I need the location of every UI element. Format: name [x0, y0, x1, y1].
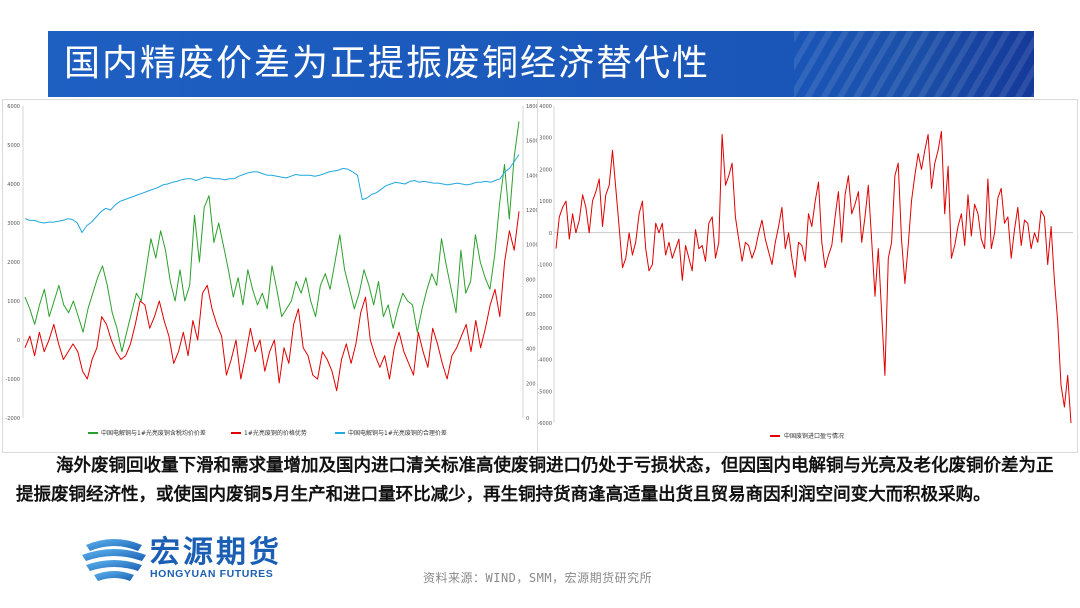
title-bar-decoration	[794, 31, 1034, 97]
y-tick-left-label: -1000	[5, 377, 20, 383]
y-tick-right-label: 200	[526, 381, 536, 387]
chart-import-profit: 4000 3000 2000 1000 0 -1000 -2000 -3000 -4000 -50…	[537, 99, 1078, 453]
y-tick-left-label: 4000	[7, 182, 20, 188]
y-tick-label: 0	[549, 231, 552, 237]
logo-name-en: HONGYUAN FUTURES	[150, 568, 274, 580]
series-line	[555, 130, 1072, 424]
y-tick-label: 4000	[539, 104, 552, 110]
series-line	[24, 154, 520, 233]
title-bar: 国内精废价差为正提振废铜经济替代性	[48, 31, 1034, 97]
y-tick-label: 3000	[539, 136, 552, 142]
y-tick-right-label: 0	[526, 416, 529, 422]
y-tick-label: -4000	[538, 358, 552, 364]
y-tick-right-label: 1200	[526, 208, 539, 214]
y-tick-label: 2000	[539, 167, 552, 173]
logo-name-cn: 宏源期货	[150, 535, 282, 570]
y-tick-right-label: 400	[526, 347, 536, 353]
y-tick-left-label: 5000	[7, 143, 20, 149]
y-tick-label: -3000	[538, 326, 552, 332]
y-tick-left-label: -2000	[5, 416, 20, 422]
series-line	[24, 211, 520, 392]
page-title: 国内精废价差为正提振废铜经济替代性	[64, 43, 711, 84]
chart-import-profit-svg: 4000 3000 2000 1000 0 -1000 -2000 -3000 -4000 -50…	[538, 104, 1073, 440]
y-tick-right-label: 1800	[526, 104, 539, 110]
series-line	[24, 121, 520, 353]
y-tick-left-label: 6000	[7, 104, 20, 110]
y-tick-right-label: 1400	[526, 173, 539, 179]
y-tick-right-label: 1600	[526, 139, 539, 145]
y-tick-label: -1000	[538, 263, 552, 269]
y-tick-label: 1000	[539, 199, 552, 205]
chart-price-spread-svg: 6000500040003000200010000-1000-200018001…	[5, 104, 539, 437]
y-tick-left-label: 3000	[7, 221, 20, 227]
company-logo: 宏源期货 HONGYUAN FUTURES	[80, 535, 310, 585]
y-tick-label: -2000	[538, 294, 552, 300]
legend-label: 中国电解铜与1#光亮废铜的合理价差	[348, 429, 447, 437]
y-tick-right-label: 800	[526, 277, 536, 283]
legend-label: 1#光亮废铜的价格优势	[244, 429, 307, 437]
legend-label: 中国电解铜与1#光亮废铜含税均价价差	[101, 429, 206, 437]
legend-label: 中国废铜进口盈亏情况	[784, 432, 844, 440]
source-note: 资料来源：WIND，SMM，宏源期货研究所	[423, 571, 653, 585]
y-tick-label: -6000	[538, 421, 552, 427]
chart-price-spread: 6000 5000 4000 3000 2000 1000 0 -1000 -2000 1800 1…	[2, 99, 547, 453]
y-tick-right-label: 600	[526, 312, 536, 318]
y-tick-left-label: 0	[17, 338, 20, 344]
logo-mark-icon	[82, 539, 146, 581]
y-tick-right-label: 1000	[526, 243, 539, 249]
y-tick-label: -5000	[538, 389, 552, 395]
y-tick-left-label: 1000	[7, 299, 20, 305]
y-tick-left-label: 2000	[7, 260, 20, 266]
body-paragraph: 海外废铜回收量下滑和需求量增加及国内进口清关标准高使废铜进口仍处于亏损状态，但因…	[16, 456, 1054, 505]
